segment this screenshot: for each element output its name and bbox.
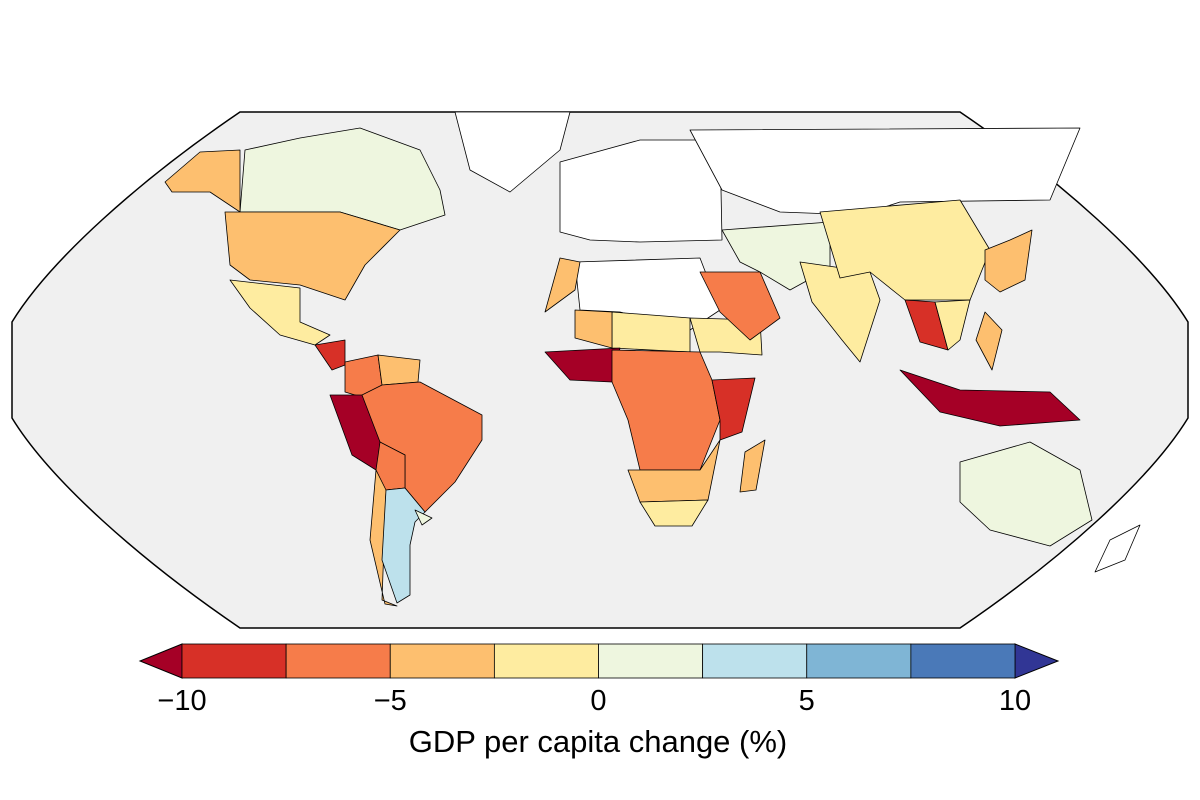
colorbar: −10 −5 0 5 10 GDP per capita change (%) xyxy=(138,643,1060,759)
region-vietnam-laos xyxy=(934,299,971,351)
colorbar-boxes xyxy=(138,643,1060,679)
region-south-africa xyxy=(639,499,709,527)
colorbar-box xyxy=(806,643,912,679)
region-mali xyxy=(574,309,613,349)
colorbar-box xyxy=(910,643,1016,679)
colorbar-under-extension xyxy=(138,643,183,679)
region-saudi-arabia xyxy=(699,271,781,341)
colorbar-label: GDP per capita change (%) xyxy=(409,724,788,759)
colorbar-box xyxy=(702,643,808,679)
colorbar-ticks: −10 −5 0 5 10 xyxy=(157,685,1031,717)
region-indonesia-malaysia xyxy=(899,369,1081,427)
region-greenland xyxy=(454,111,571,193)
country-regions xyxy=(164,111,1141,607)
colorbar-box xyxy=(181,643,287,679)
region-australia xyxy=(959,441,1093,547)
colorbar-tick-label: −5 xyxy=(374,685,407,717)
region-philippines xyxy=(975,311,1003,371)
colorbar-box xyxy=(389,643,495,679)
colorbar-tick-label: 0 xyxy=(590,685,606,717)
colorbar-box xyxy=(285,643,391,679)
region-southern-africa xyxy=(627,439,721,503)
region-east-africa xyxy=(711,377,756,441)
region-argentina xyxy=(381,487,426,604)
region-china xyxy=(819,199,991,301)
region-new-zealand xyxy=(1094,524,1141,573)
region-uruguay xyxy=(414,509,433,526)
region-united-states xyxy=(224,211,401,301)
region-sahel xyxy=(611,311,691,353)
colorbar-tick-label: 5 xyxy=(799,685,815,717)
region-mexico xyxy=(229,279,331,346)
world-map xyxy=(11,111,1189,629)
region-japan-korea xyxy=(984,229,1033,293)
colorbar-over-extension xyxy=(1014,643,1060,679)
colorbar-box xyxy=(493,643,599,679)
colorbar-tick-label: 10 xyxy=(999,685,1031,717)
region-morocco xyxy=(544,257,581,313)
colorbar-tick-label: −10 xyxy=(157,685,206,717)
region-madagascar xyxy=(739,439,766,493)
colorbar-box xyxy=(598,643,704,679)
region-europe xyxy=(559,139,723,243)
region-venezuela xyxy=(377,354,421,386)
